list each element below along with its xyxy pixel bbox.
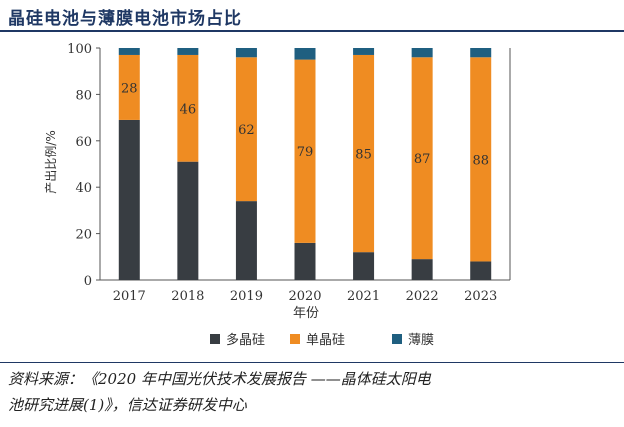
x-tick-label: 2021 xyxy=(347,289,380,304)
y-axis-title: 产出比例/% xyxy=(44,130,58,193)
bar-segment xyxy=(411,259,433,280)
source-line-1: 资料来源：《2020 年中国光伏技术发展报告 ——晶体硅太阳电 xyxy=(8,370,431,388)
source-divider xyxy=(0,362,624,363)
bar-segment xyxy=(353,48,375,55)
bar-segment xyxy=(353,54,375,253)
x-tick-label: 2023 xyxy=(464,289,497,304)
bar-segment xyxy=(294,242,316,280)
bar-segment xyxy=(470,261,492,280)
bar-segment xyxy=(411,57,433,260)
source-note: 资料来源：《2020 年中国光伏技术发展报告 ——晶体硅太阳电 池研究进展(1)… xyxy=(8,366,616,418)
stacked-bar-chart: 产出比例/% 年份 多晶硅 单晶硅 薄膜 0 20 40 60 80 100 28 2017 46 2… xyxy=(44,42,511,348)
y-tick-label: 40 xyxy=(75,181,92,196)
bar-segment xyxy=(470,48,492,58)
bar-value-label: 28 xyxy=(121,81,138,96)
y-tick-label: 100 xyxy=(67,42,92,57)
bar-segment xyxy=(177,54,199,162)
bar-segment xyxy=(118,54,140,120)
legend-swatch xyxy=(210,334,220,344)
bar-value-label: 62 xyxy=(238,123,255,138)
x-tick-label: 2017 xyxy=(113,289,146,304)
legend-swatch xyxy=(290,334,300,344)
legend-swatch xyxy=(392,334,402,344)
bar-value-label: 79 xyxy=(297,145,314,160)
bar-segment xyxy=(235,48,257,58)
bar-segment xyxy=(411,48,433,58)
source-line-2: 池研究进展(1)》，信达证券研发中心 xyxy=(8,396,247,414)
y-tick-label: 20 xyxy=(75,228,92,243)
x-tick-label: 2018 xyxy=(171,289,204,304)
bar-value-label: 88 xyxy=(472,153,489,168)
y-tick-label: 0 xyxy=(84,274,92,289)
x-tick-label: 2022 xyxy=(406,289,439,304)
bar-segment xyxy=(177,161,199,280)
title-divider xyxy=(0,30,624,32)
bar-segment xyxy=(294,48,316,60)
x-tick-label: 2019 xyxy=(230,289,263,304)
page-title: 晶硅电池与薄膜电池市场占比 xyxy=(8,9,242,29)
bar-value-label: 46 xyxy=(180,102,197,117)
bar-segment xyxy=(177,48,199,55)
bar-segment xyxy=(470,57,492,262)
x-tick-label: 2020 xyxy=(288,289,321,304)
bar-segment xyxy=(235,201,257,280)
bar-segment xyxy=(118,48,140,55)
x-axis-title: 年份 xyxy=(293,306,319,321)
bar-segment xyxy=(235,57,257,202)
bar-segment xyxy=(118,119,140,280)
bar-value-label: 85 xyxy=(355,148,372,163)
bar-segment xyxy=(353,252,375,280)
y-tick-label: 60 xyxy=(75,135,92,150)
bar-value-label: 87 xyxy=(414,152,431,167)
y-tick-label: 80 xyxy=(75,88,92,103)
legend-label: 多晶硅 xyxy=(226,332,265,348)
chart-legend: 多晶硅 单晶硅 薄膜 xyxy=(210,332,434,348)
bar-segment xyxy=(294,59,316,243)
legend-label: 单晶硅 xyxy=(306,333,345,348)
legend-label: 薄膜 xyxy=(408,333,434,348)
